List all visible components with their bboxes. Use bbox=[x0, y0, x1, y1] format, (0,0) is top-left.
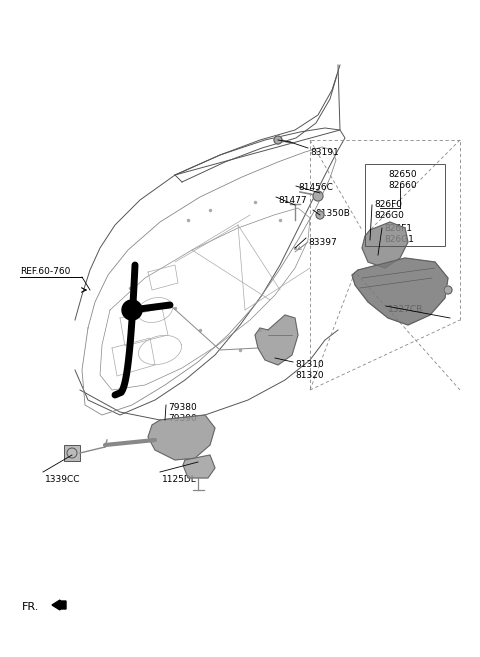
Text: FR.: FR. bbox=[22, 602, 39, 612]
Circle shape bbox=[316, 211, 324, 219]
Text: 81310: 81310 bbox=[295, 360, 324, 369]
Polygon shape bbox=[255, 315, 298, 365]
Text: 83191: 83191 bbox=[310, 148, 339, 157]
Text: REF.60-760: REF.60-760 bbox=[20, 267, 71, 276]
Polygon shape bbox=[183, 455, 215, 478]
Text: 1339CC: 1339CC bbox=[45, 475, 81, 484]
Text: 81477: 81477 bbox=[278, 196, 307, 205]
Text: 826F1: 826F1 bbox=[384, 224, 412, 233]
Text: 826G0: 826G0 bbox=[374, 211, 404, 220]
Text: 82650: 82650 bbox=[388, 170, 417, 179]
Text: 83397: 83397 bbox=[308, 238, 337, 247]
Text: 79380: 79380 bbox=[168, 403, 197, 412]
Circle shape bbox=[444, 286, 452, 294]
Circle shape bbox=[274, 136, 282, 144]
Text: 826G1: 826G1 bbox=[384, 235, 414, 244]
Circle shape bbox=[313, 191, 323, 201]
Polygon shape bbox=[362, 222, 408, 268]
Text: 81320: 81320 bbox=[295, 371, 324, 380]
Circle shape bbox=[122, 300, 142, 320]
Bar bbox=[64, 445, 80, 461]
Text: 81350B: 81350B bbox=[315, 209, 350, 218]
Polygon shape bbox=[352, 258, 448, 325]
FancyArrow shape bbox=[52, 600, 66, 610]
Text: 81456C: 81456C bbox=[298, 183, 333, 192]
Text: 1125DL: 1125DL bbox=[162, 475, 197, 484]
Text: 1327CB: 1327CB bbox=[388, 305, 423, 314]
Text: 82660: 82660 bbox=[388, 181, 417, 190]
Polygon shape bbox=[148, 415, 215, 460]
Text: 79390: 79390 bbox=[168, 414, 197, 423]
Text: 826F0: 826F0 bbox=[374, 200, 402, 209]
Bar bbox=[365, 164, 445, 246]
